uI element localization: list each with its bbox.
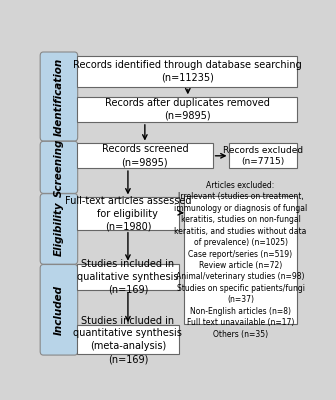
FancyBboxPatch shape	[77, 325, 179, 354]
FancyBboxPatch shape	[229, 144, 297, 168]
Text: Records excluded
(n=7715): Records excluded (n=7715)	[223, 146, 303, 166]
FancyBboxPatch shape	[77, 144, 213, 168]
Text: Eligibility: Eligibility	[54, 202, 64, 256]
Text: Records screened
(n=9895): Records screened (n=9895)	[101, 144, 188, 167]
FancyBboxPatch shape	[40, 141, 78, 193]
Text: Records identified through database searching
(n=11235): Records identified through database sear…	[73, 60, 301, 82]
Text: Screening: Screening	[54, 138, 64, 196]
Text: Articles excluded:
Irrelevant (studies on treatment,
immunology or diagnosis of : Articles excluded: Irrelevant (studies o…	[174, 181, 307, 339]
FancyBboxPatch shape	[184, 196, 297, 324]
Text: Full-text articles assessed
for eligibility
(n=1980): Full-text articles assessed for eligibil…	[65, 196, 191, 231]
Text: Studies included in
quantitative synthesis
(meta-analysis)
(n=169): Studies included in quantitative synthes…	[74, 316, 182, 364]
FancyBboxPatch shape	[77, 56, 297, 86]
Text: Identification: Identification	[54, 57, 64, 136]
Text: Included: Included	[54, 285, 64, 335]
FancyBboxPatch shape	[40, 52, 78, 141]
Text: Records after duplicates removed
(n=9895): Records after duplicates removed (n=9895…	[105, 98, 269, 121]
FancyBboxPatch shape	[77, 264, 179, 290]
FancyBboxPatch shape	[40, 194, 78, 264]
FancyBboxPatch shape	[77, 197, 179, 230]
Text: Studies included in
qualitative synthesis
(n=169): Studies included in qualitative synthesi…	[77, 259, 179, 294]
FancyBboxPatch shape	[40, 264, 78, 355]
FancyBboxPatch shape	[77, 97, 297, 122]
